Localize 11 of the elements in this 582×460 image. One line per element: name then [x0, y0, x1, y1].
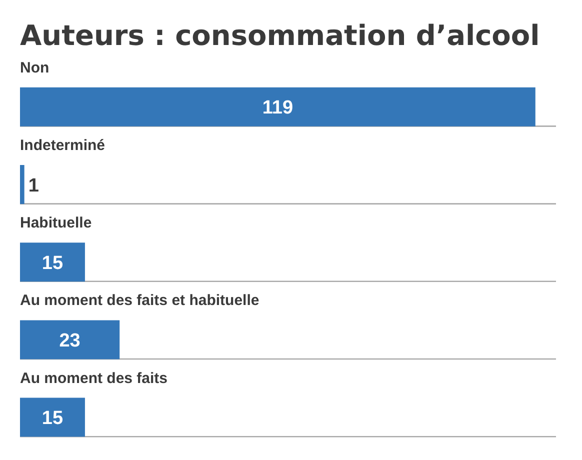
data-label: 23	[59, 330, 80, 352]
y-tick-label: Au moment des faits	[20, 370, 168, 387]
y-tick-label: Au moment des faits et habituelle	[20, 292, 260, 310]
y-tick-label: Habituelle	[20, 214, 92, 232]
data-label: 1	[28, 175, 40, 196]
data-label: 15	[42, 408, 64, 430]
y-tick-label: Indeterminé	[20, 137, 106, 154]
data-label: 15	[42, 252, 64, 274]
data-label: 119	[262, 98, 294, 119]
chart-title: Auteurs : consommation d’alcool	[19, 18, 541, 54]
y-tick-label: Non	[20, 59, 50, 76]
